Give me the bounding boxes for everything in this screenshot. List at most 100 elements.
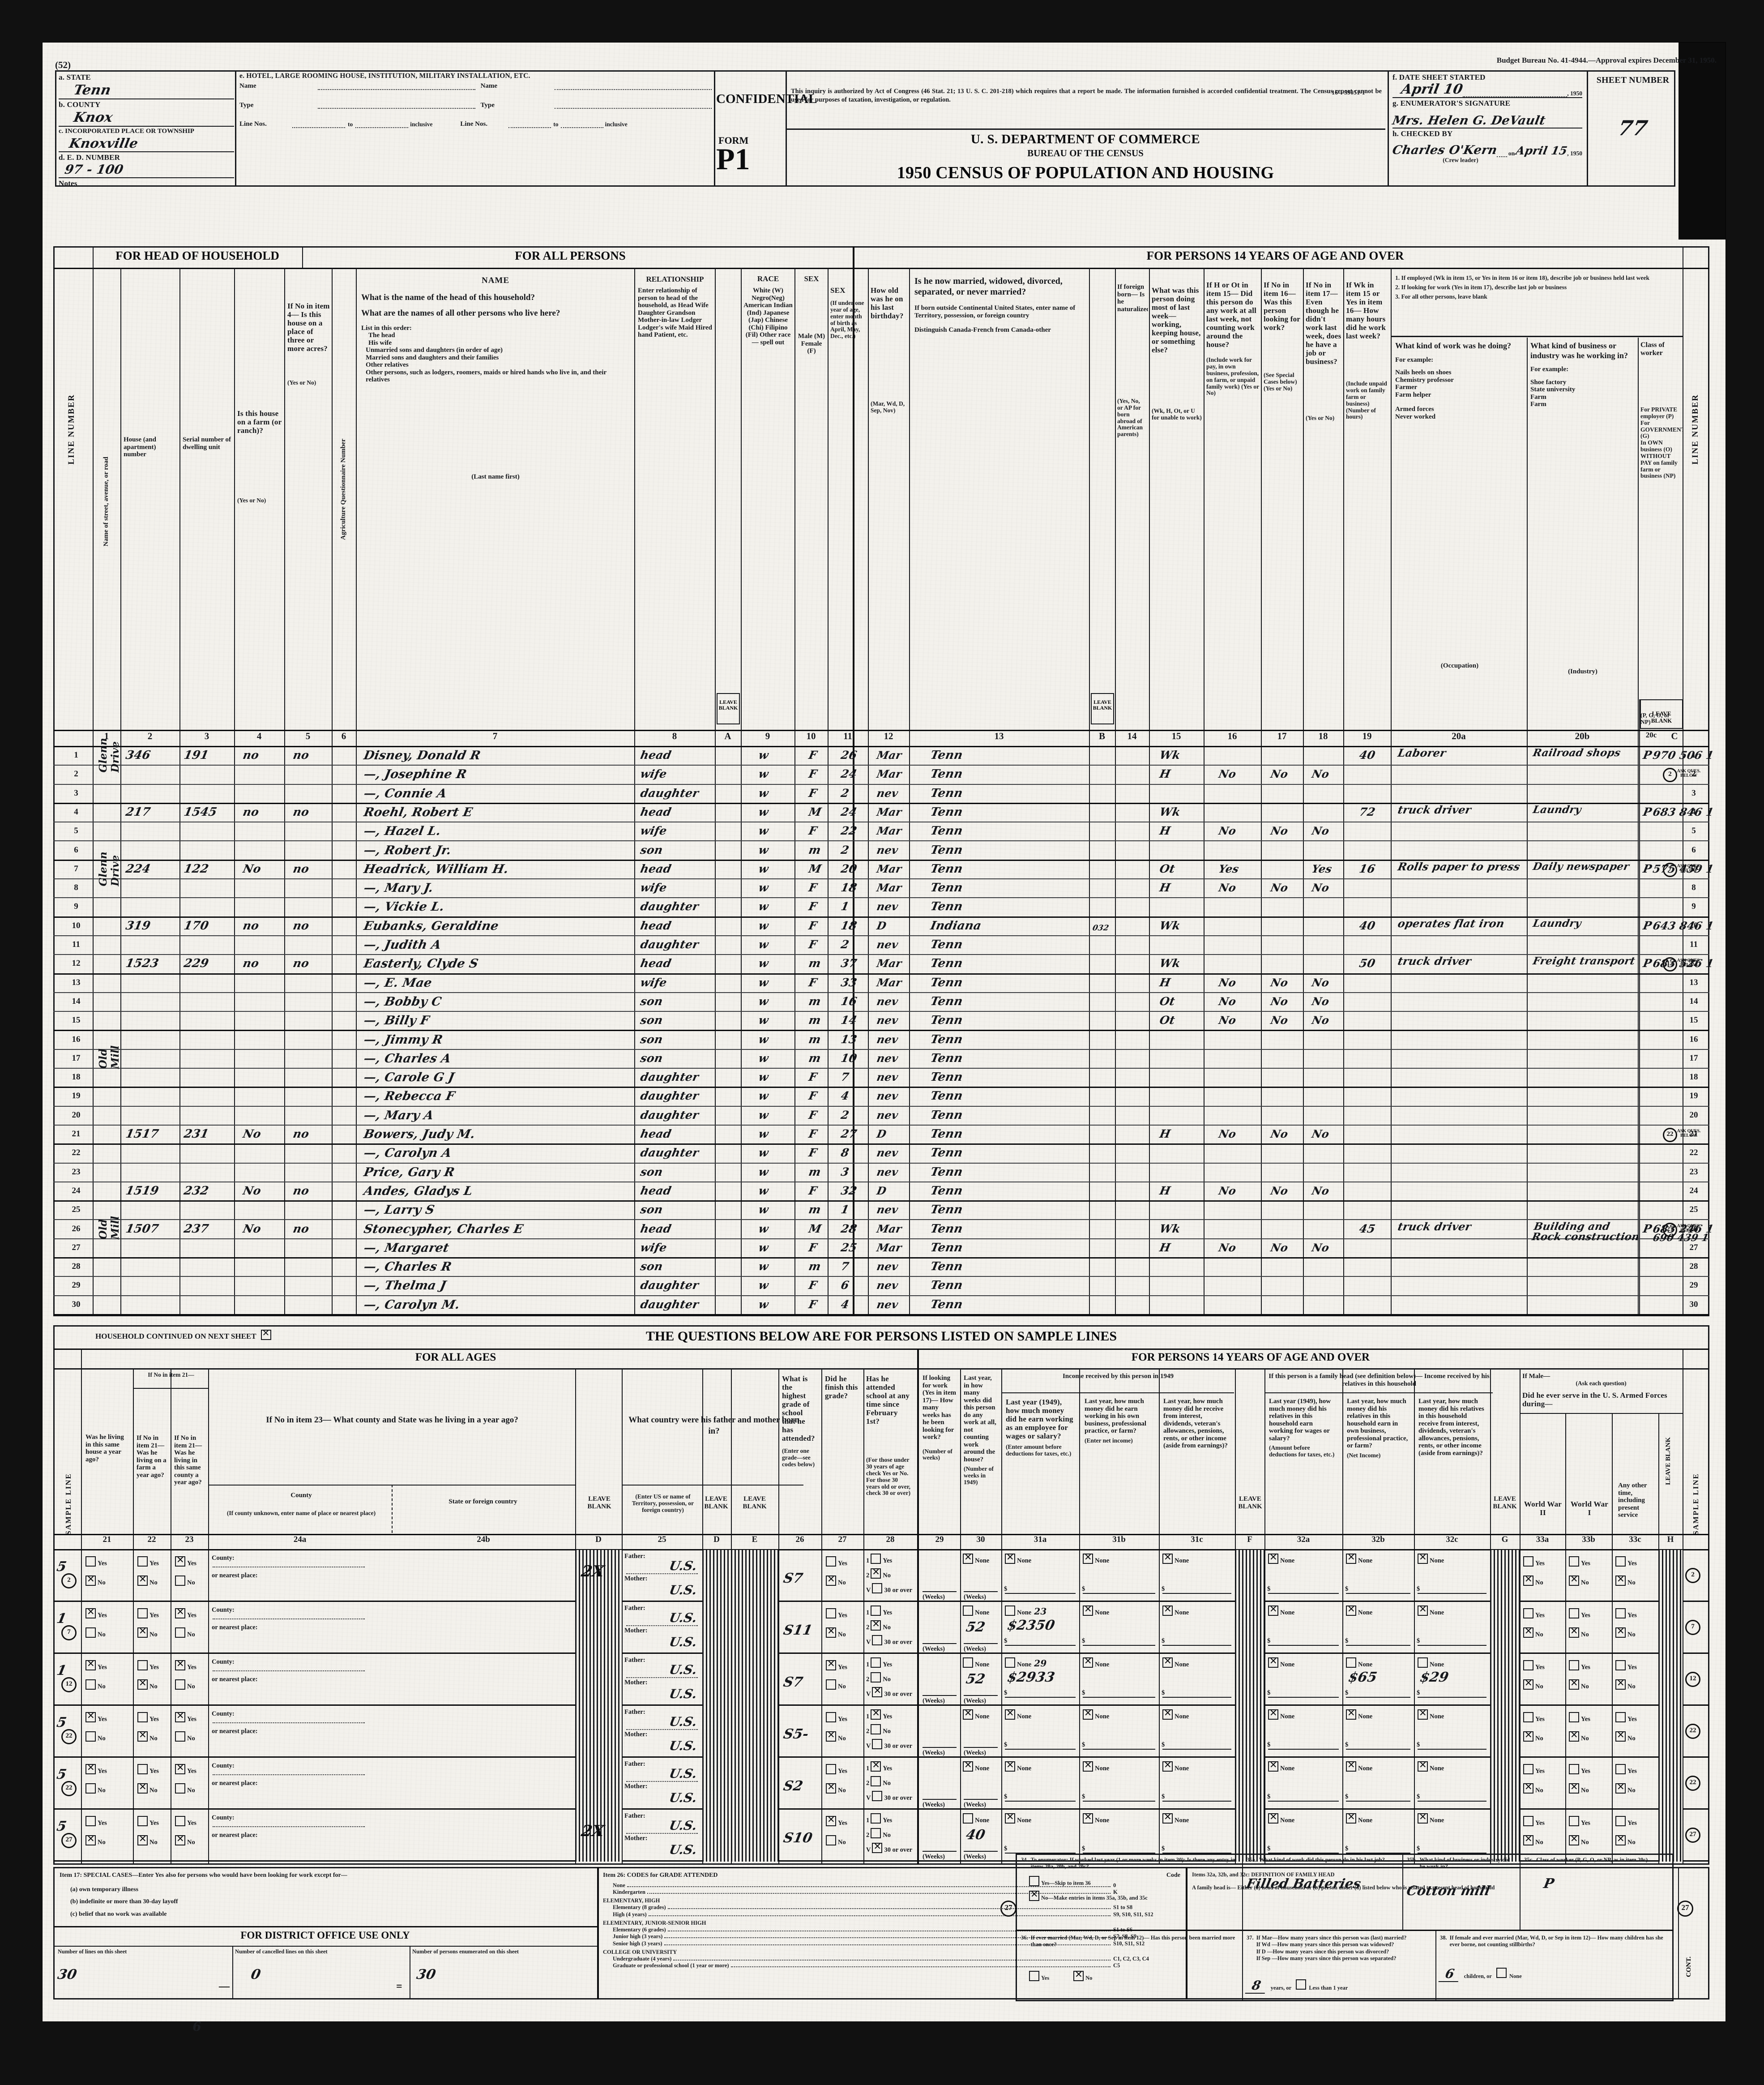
place-value[interactable]: Knoxville xyxy=(68,135,140,151)
cell-relationship[interactable]: wife xyxy=(639,767,668,781)
cell-age[interactable]: 28 xyxy=(840,1222,859,1235)
sample-leaveblank-E[interactable] xyxy=(731,1602,778,1654)
cell-age[interactable]: 13 xyxy=(840,1032,859,1046)
cell-worked-last-week[interactable]: No xyxy=(1217,767,1238,781)
sample-county-cell[interactable]: County: or nearest place: xyxy=(208,1758,392,1810)
sample-q31c-cell[interactable]: None$ xyxy=(1159,1654,1235,1706)
cell-industry[interactable]: Freight transport xyxy=(1532,955,1636,968)
cell-age[interactable]: 2 xyxy=(840,938,850,951)
cell-birthplace[interactable]: Tenn xyxy=(929,1146,964,1160)
cell-activity[interactable]: H xyxy=(1158,1241,1172,1254)
cell-name[interactable]: —, Charles R xyxy=(362,1260,453,1274)
cell-activity[interactable]: H xyxy=(1158,976,1172,989)
table-row[interactable]: 11 11 —, Judith A daughter w F 2 nev Tenn xyxy=(53,936,1709,955)
cell-serial-number[interactable]: 229 xyxy=(183,957,210,971)
district-value-1[interactable]: 30 xyxy=(56,1967,78,1983)
cell-has-job[interactable]: No xyxy=(1311,994,1331,1008)
cell-race[interactable]: w xyxy=(757,1165,770,1178)
cell-birthplace[interactable]: Tenn xyxy=(929,1165,964,1179)
sample-leaveblank-F[interactable] xyxy=(1235,1706,1264,1758)
cell-relationship[interactable]: head xyxy=(639,1184,673,1197)
hotel-name-field[interactable] xyxy=(318,82,475,90)
cell-age[interactable]: 14 xyxy=(840,1014,859,1027)
table-row[interactable]: 22 22 —, Carolyn A daughter w F 8 nev Tenn xyxy=(53,1144,1709,1164)
cell-class-of-worker[interactable]: P xyxy=(1642,862,1653,875)
hotel-type-field[interactable] xyxy=(318,102,475,109)
cell-marital[interactable]: nev xyxy=(876,1089,900,1103)
cell-birthplace[interactable]: Tenn xyxy=(929,881,964,895)
sample-q22-cell[interactable]: Yes No xyxy=(133,1810,171,1862)
sample-state-cell[interactable] xyxy=(392,1810,575,1862)
cell-race[interactable]: w xyxy=(757,1108,770,1122)
sample-q32a-cell[interactable]: None$ xyxy=(1264,1654,1342,1706)
cell-age[interactable]: 1 xyxy=(840,1203,850,1216)
cell-marital[interactable]: nev xyxy=(876,1051,900,1065)
cell-age[interactable]: 7 xyxy=(840,1260,850,1273)
cell-has-job[interactable]: No xyxy=(1311,1127,1331,1140)
cell-relationship[interactable]: daughter xyxy=(639,1089,700,1103)
sample-leaveblank-D2[interactable] xyxy=(702,1550,731,1602)
cell-marital[interactable]: Mar xyxy=(876,824,903,838)
cell-age[interactable]: 6 xyxy=(840,1279,850,1292)
cell-occupation[interactable]: truck driver xyxy=(1397,955,1473,968)
cell-hours[interactable]: 45 xyxy=(1358,1222,1377,1235)
cell-has-job[interactable]: No xyxy=(1311,767,1331,781)
cell-farm[interactable]: No xyxy=(242,1184,262,1197)
q36-no-checkbox[interactable] xyxy=(1073,1969,1084,1981)
sample-q32b-cell[interactable]: None$ xyxy=(1342,1706,1414,1758)
cell-sex[interactable]: m xyxy=(807,1032,822,1046)
cell-worked-last-week[interactable]: No xyxy=(1217,1014,1238,1027)
sample-q21-cell[interactable]: Yes No xyxy=(81,1706,133,1758)
cell-age[interactable]: 4 xyxy=(840,1297,850,1311)
sample-row-marker-right[interactable]: 2 xyxy=(1685,1550,1703,1602)
sample-leaveblank-F[interactable] xyxy=(1235,1602,1264,1654)
sample-q29-cell[interactable]: (Weeks) xyxy=(919,1810,960,1862)
sample-q27-cell[interactable]: Yes No xyxy=(821,1706,863,1758)
cell-name[interactable]: Headrick, William H. xyxy=(362,862,510,876)
sample-leaveblank-H[interactable] xyxy=(1658,1706,1683,1758)
cell-acres[interactable]: no xyxy=(292,1222,311,1235)
sample-q29-cell[interactable]: (Weeks) xyxy=(919,1602,960,1654)
cell-name[interactable]: —, Carole G J xyxy=(362,1070,456,1085)
cell-sex[interactable]: F xyxy=(807,1146,818,1160)
sample-q32b-cell[interactable]: None$ xyxy=(1342,1810,1414,1862)
sample-state-cell[interactable] xyxy=(392,1654,575,1706)
sample-leaveblank-G[interactable] xyxy=(1490,1550,1520,1602)
cell-race[interactable]: w xyxy=(757,1032,770,1046)
cell-age[interactable]: 18 xyxy=(840,881,859,895)
cell-name[interactable]: —, Mary J. xyxy=(362,881,435,895)
sample-other-service-cell[interactable]: Yes No xyxy=(1612,1706,1658,1758)
hotel-name-field-2[interactable] xyxy=(554,82,712,90)
cell-marital[interactable]: nev xyxy=(876,1297,900,1311)
table-row[interactable]: 3 3 —, Connie A daughter w F 2 nev Tenn xyxy=(53,785,1709,804)
sample-q32a-cell[interactable]: None$ xyxy=(1264,1602,1342,1654)
cell-sex[interactable]: F xyxy=(807,1108,818,1122)
cell-sex[interactable]: m xyxy=(807,1014,822,1027)
sample-ww1-cell[interactable]: Yes No xyxy=(1565,1654,1612,1706)
cell-industry[interactable]: Daily newspaper xyxy=(1532,860,1631,873)
cell-sex[interactable]: F xyxy=(807,900,818,913)
cell-industry[interactable]: Railroad shops xyxy=(1532,747,1622,759)
cell-hours[interactable]: 16 xyxy=(1358,862,1377,875)
cell-name[interactable]: Disney, Donald R xyxy=(362,749,482,762)
sample-q31a-cell[interactable]: None$ xyxy=(1001,1810,1079,1862)
cell-race[interactable]: w xyxy=(757,1051,770,1065)
cell-relationship[interactable]: daughter xyxy=(639,1146,700,1160)
cell-birthplace[interactable]: Tenn xyxy=(929,900,964,914)
cell-name[interactable]: —, Josephine R xyxy=(362,767,468,782)
cell-serial-number[interactable]: 122 xyxy=(183,862,210,876)
cell-activity[interactable]: Ot xyxy=(1158,994,1176,1008)
cell-relationship[interactable]: daughter xyxy=(639,1108,700,1122)
sample-leaveblank-G[interactable] xyxy=(1490,1654,1520,1706)
cell-birthplace[interactable]: Tenn xyxy=(929,1241,964,1254)
cell-class-of-worker[interactable]: P xyxy=(1642,1222,1653,1235)
cell-activity[interactable]: Ot xyxy=(1158,862,1176,875)
sample-q32a-cell[interactable]: None$ xyxy=(1264,1550,1342,1602)
cell-activity[interactable]: H xyxy=(1158,1184,1172,1197)
checked-on-value[interactable]: April 15 xyxy=(1515,144,1569,158)
sample-q31c-cell[interactable]: None$ xyxy=(1159,1706,1235,1758)
checked-by-value[interactable]: Charles O'Kern xyxy=(1391,143,1499,158)
